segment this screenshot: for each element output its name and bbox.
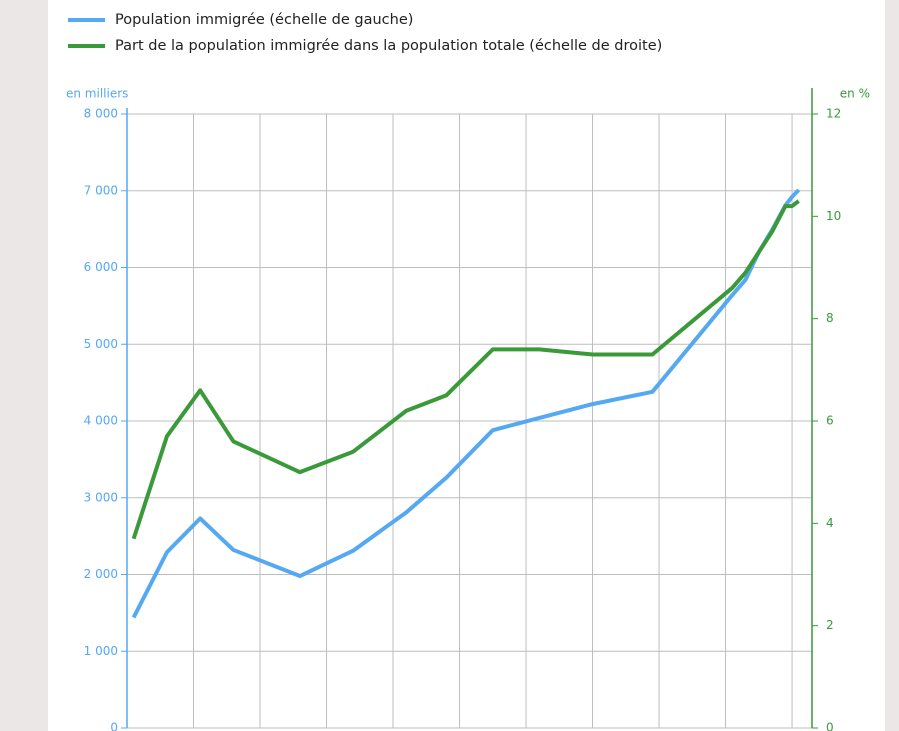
- y2-tick-label: 2: [826, 618, 834, 632]
- panel: [48, 0, 885, 731]
- series-line: [131, 199, 800, 540]
- y-tick-label: 5 000: [84, 337, 118, 351]
- y-tick-label: 2 000: [84, 567, 118, 581]
- y-tick-label: 8 000: [84, 107, 118, 121]
- y2-tick-label: 10: [826, 209, 841, 223]
- y-tick-label: 3 000: [84, 490, 118, 504]
- y-tick-label: 0: [110, 721, 118, 731]
- y-axis-label: en milliers: [66, 87, 128, 101]
- y2-tick-label: 8: [826, 311, 834, 325]
- legend-label: Part de la population immigrée dans la p…: [115, 38, 662, 54]
- y2-axis-label: en %: [840, 87, 870, 101]
- y-tick-label: 1 000: [84, 644, 118, 658]
- y2-tick-label: 12: [826, 107, 841, 121]
- y2-tick-label: 4: [826, 516, 834, 530]
- y2-tick-label: 0: [826, 721, 834, 731]
- y-tick-label: 7 000: [84, 183, 118, 197]
- y-tick-label: 4 000: [84, 414, 118, 428]
- legend-label: Population immigrée (échelle de gauche): [115, 12, 413, 28]
- y2-tick-label: 6: [826, 414, 834, 428]
- y-tick-label: 6 000: [84, 260, 118, 274]
